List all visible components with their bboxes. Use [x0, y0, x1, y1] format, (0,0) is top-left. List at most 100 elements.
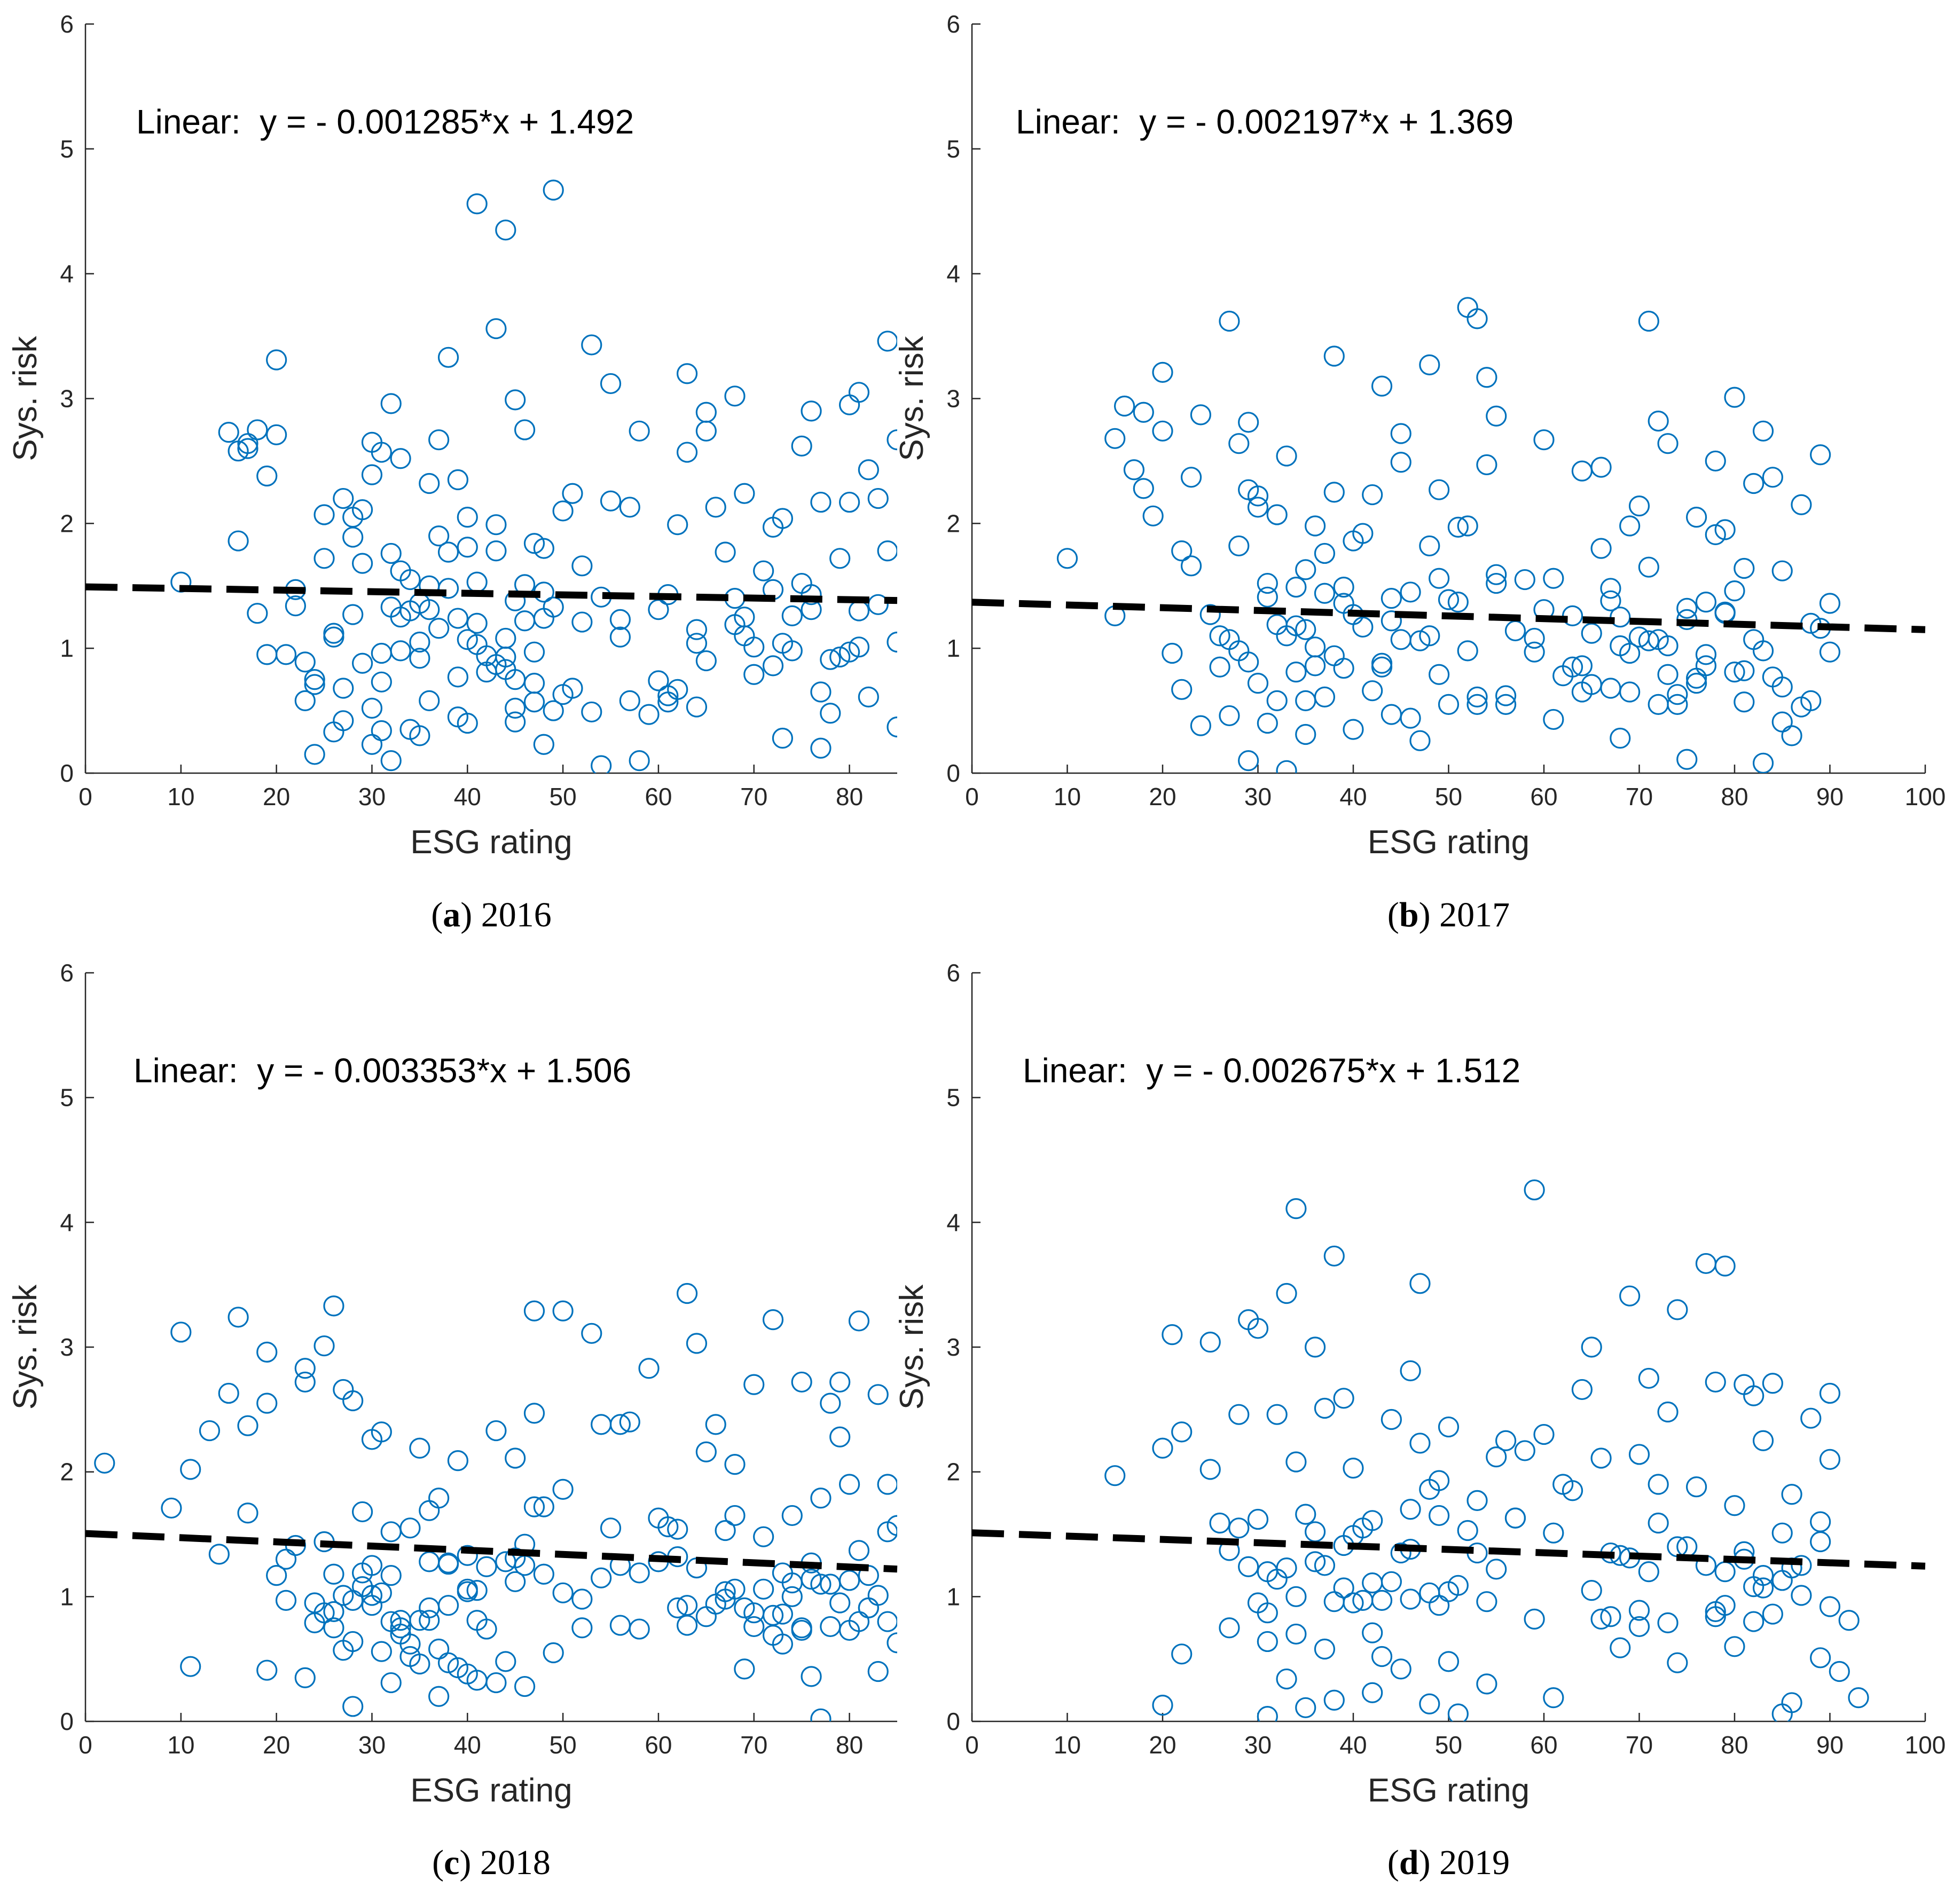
- data-point: [1486, 572, 1507, 594]
- data-point: [523, 1403, 545, 1424]
- x-tick-label: 60: [1530, 1731, 1557, 1759]
- data-point: [877, 1611, 897, 1632]
- data-point: [810, 1488, 832, 1509]
- x-tick-label: 90: [1816, 1731, 1844, 1759]
- data-point: [695, 650, 717, 672]
- data-point: [829, 1426, 851, 1447]
- data-point: [1314, 1555, 1336, 1576]
- data-point: [867, 487, 889, 509]
- data-point: [1257, 1602, 1278, 1624]
- data-point: [342, 1590, 364, 1611]
- data-point: [1590, 1447, 1612, 1469]
- data-point: [705, 497, 726, 518]
- data-point: [1638, 1561, 1659, 1583]
- x-tick-label: 50: [1435, 1731, 1462, 1759]
- caption-year: 2019: [1439, 1843, 1510, 1882]
- x-tick-label: 0: [965, 1731, 979, 1759]
- data-point: [1381, 1409, 1402, 1430]
- data-point: [361, 1595, 383, 1616]
- data-point: [772, 508, 794, 529]
- data-point: [1276, 1557, 1297, 1579]
- fit-equation: Linear: y = - 0.002675*x + 1.512: [1023, 1051, 1520, 1090]
- data-point: [1295, 690, 1316, 711]
- data-point: [724, 1505, 746, 1527]
- fit-equation: Linear: y = - 0.002197*x + 1.369: [1016, 103, 1513, 141]
- data-point: [533, 538, 554, 559]
- data-point: [715, 1520, 736, 1541]
- panel-d: 0 10 20 30 40 50 60 70 80 90 100 0 1 2 3 4 5 6 ESG rating S…: [893, 959, 1946, 1882]
- data-point: [485, 318, 507, 340]
- x-tick-label: 30: [1244, 783, 1272, 811]
- panel-a: 0 10 20 30 40 50 60 70 80 0 1 2 3 4 5 6 ESG rating Sys. r…: [7, 10, 898, 934]
- data-point: [228, 530, 249, 552]
- data-point: [1429, 1595, 1450, 1616]
- data-point: [638, 1358, 660, 1379]
- data-point: [1333, 1577, 1354, 1599]
- data-point: [419, 1610, 440, 1631]
- data-point: [1238, 651, 1259, 673]
- data-point: [199, 1420, 221, 1442]
- data-point: [629, 420, 650, 442]
- data-point: [1362, 1622, 1383, 1643]
- data-point: [1419, 535, 1440, 557]
- data-point: [342, 1390, 364, 1412]
- data-point: [1390, 1658, 1411, 1680]
- caption-label: a: [443, 895, 460, 934]
- data-point: [523, 1496, 545, 1517]
- data-point: [829, 646, 851, 668]
- data-point: [1657, 1401, 1679, 1423]
- data-point: [457, 1578, 478, 1600]
- data-point: [419, 1551, 440, 1572]
- data-point: [1829, 1661, 1850, 1682]
- data-point: [428, 429, 450, 451]
- data-point: [237, 438, 258, 459]
- data-point: [466, 612, 488, 634]
- data-point: [609, 1414, 631, 1435]
- data-point: [1819, 593, 1841, 614]
- data-point: [810, 737, 832, 759]
- data-point: [1419, 625, 1440, 647]
- data-point: [1295, 559, 1316, 580]
- data-point: [1524, 641, 1545, 663]
- x-tick-label: 40: [1339, 1731, 1367, 1759]
- data-point: [810, 681, 832, 703]
- data-point: [409, 1653, 430, 1675]
- data-point: [1257, 586, 1278, 608]
- data-point: [505, 1571, 526, 1592]
- data-point: [1810, 444, 1831, 466]
- data-point: [1371, 1646, 1393, 1667]
- data-point: [485, 540, 507, 562]
- data-point: [1819, 1382, 1841, 1404]
- data-point: [457, 507, 478, 528]
- data-point: [1676, 749, 1698, 770]
- data-point: [1343, 1458, 1364, 1479]
- data-point: [371, 1421, 392, 1443]
- data-point: [1562, 1480, 1583, 1501]
- scatter-points: [94, 1283, 897, 1721]
- data-point: [1323, 1689, 1345, 1711]
- x-tick-label: 80: [1721, 783, 1748, 811]
- y-axis-label: Sys. risk: [7, 335, 44, 461]
- data-point: [1543, 568, 1564, 589]
- x-tick-label: 100: [1905, 783, 1946, 811]
- data-point: [591, 1414, 612, 1435]
- y-axis-label: Sys. risk: [7, 1284, 44, 1410]
- data-point: [1638, 556, 1659, 578]
- data-point: [1390, 629, 1411, 650]
- data-point: [629, 1562, 650, 1584]
- data-point: [877, 331, 897, 352]
- x-tick-label: 10: [167, 1731, 194, 1759]
- y-tick-label: 3: [60, 1333, 74, 1361]
- data-point: [1305, 1336, 1326, 1358]
- data-point: [361, 734, 383, 755]
- data-point: [428, 1686, 450, 1707]
- data-point: [772, 1633, 794, 1655]
- data-point: [1162, 642, 1183, 664]
- data-point: [1276, 760, 1297, 773]
- data-point: [1152, 420, 1173, 442]
- data-point: [781, 605, 803, 626]
- data-point: [447, 666, 469, 688]
- data-point: [533, 734, 554, 755]
- data-point: [1247, 1318, 1269, 1339]
- data-point: [457, 537, 478, 558]
